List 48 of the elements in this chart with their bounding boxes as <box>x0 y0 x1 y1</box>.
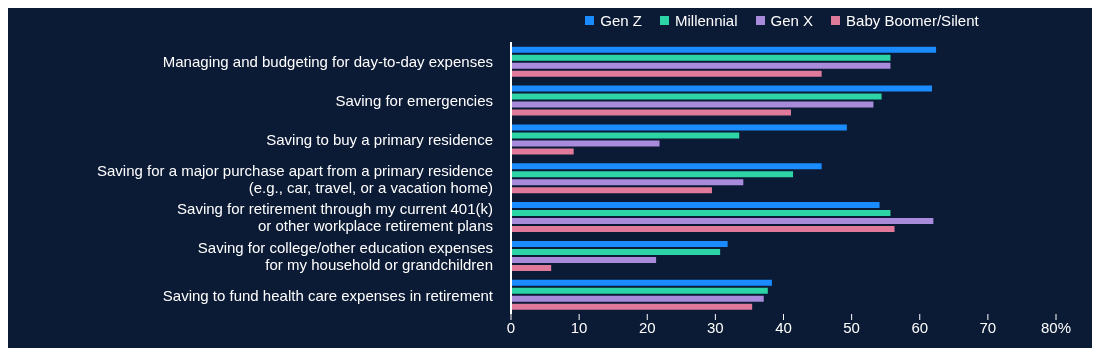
bar <box>511 109 791 116</box>
bar <box>511 287 768 294</box>
y-tick-label: Saving for college/other education expenses for my household or grandchildren <box>197 238 493 273</box>
bar <box>511 54 891 61</box>
x-tick-label: 10 <box>570 318 588 336</box>
bar <box>511 62 891 69</box>
bar <box>511 210 891 217</box>
x-tick-label: 80% <box>1040 318 1072 336</box>
bar <box>511 226 895 233</box>
bar <box>511 46 937 53</box>
x-tick-label: 20 <box>638 318 656 336</box>
bar <box>511 264 552 271</box>
y-tick-label: Saving to buy a primary residence <box>266 130 493 148</box>
y-tick-label: Saving for retirement through my current 401(k) or other workplace retirement plans <box>177 199 493 234</box>
bar <box>511 124 847 131</box>
x-tick-label: 40 <box>775 318 792 336</box>
legend-label: Millennial <box>674 12 738 29</box>
bar <box>511 148 574 155</box>
bar <box>511 303 753 310</box>
bar <box>511 187 712 194</box>
x-tick-label: 30 <box>707 318 724 336</box>
legend-label: Gen X <box>769 12 814 29</box>
bar <box>511 85 933 92</box>
bar <box>511 179 744 186</box>
bar <box>511 70 822 77</box>
legend-label: Baby Boomer/Silent <box>845 12 979 29</box>
y-tick-label: Saving to fund health care expenses in retirement <box>162 286 494 304</box>
y-tick-label: Managing and budgeting for day-to-day expenses <box>162 52 493 70</box>
bar <box>511 256 657 263</box>
x-tick-label: 0 <box>506 318 516 336</box>
bar <box>511 140 660 147</box>
bar <box>511 132 740 139</box>
bar <box>511 202 880 209</box>
x-tick-label: 50 <box>843 318 860 336</box>
bar <box>511 248 721 255</box>
bar <box>511 295 764 302</box>
x-tick-label: 60 <box>911 318 929 336</box>
legend-label: Gen Z <box>599 12 643 29</box>
y-tick-label: Saving for a major purchase apart from a primary residence (e.g., car, travel, or a vacation home) <box>96 161 493 195</box>
x-tick-label: 70 <box>979 318 997 336</box>
bar <box>511 279 772 286</box>
bar <box>511 171 794 178</box>
y-tick-label: Saving for emergencies <box>335 91 493 109</box>
bar <box>511 218 934 225</box>
bar <box>511 163 822 170</box>
bar <box>511 101 874 108</box>
bar <box>511 93 882 100</box>
bar <box>511 240 728 247</box>
